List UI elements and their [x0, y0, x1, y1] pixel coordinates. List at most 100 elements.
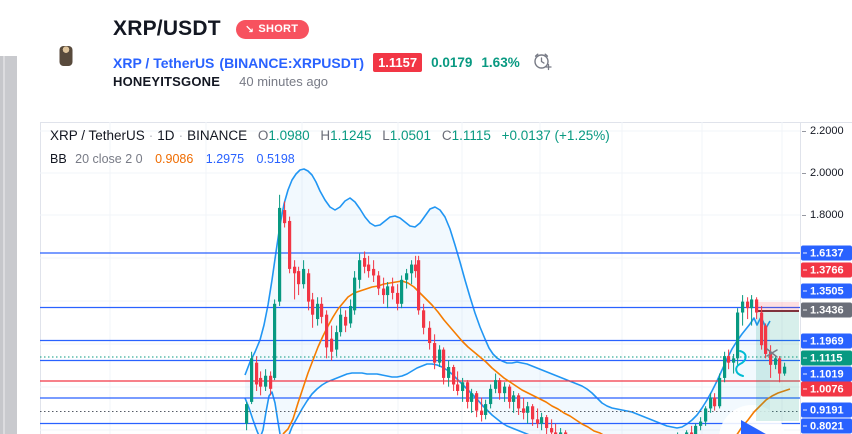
last-price-badge: 1.1157 — [373, 53, 423, 72]
candle-body — [264, 375, 268, 387]
bb-fill — [245, 169, 770, 434]
legend-open-label: O — [257, 128, 269, 143]
candle-body — [330, 338, 334, 352]
candle-body — [377, 275, 381, 289]
candle-body — [353, 277, 357, 311]
chart-legend-main: XRP / TetherUS · 1D · BINANCE O1.0980 H1.124… — [50, 128, 610, 143]
candle-body — [259, 377, 263, 387]
avatar-figure — [59, 46, 72, 66]
candle-body — [461, 382, 465, 391]
candle-body — [531, 406, 535, 420]
candle-body — [414, 264, 418, 272]
candle-body — [349, 305, 353, 324]
candle-body — [512, 395, 516, 402]
candle-body — [273, 303, 277, 378]
legend-low-label: L — [382, 128, 390, 143]
axis-price-badge: 1.3505 — [801, 283, 852, 299]
candle-body — [433, 343, 437, 363]
candle-body — [690, 432, 694, 434]
page-title[interactable]: XRP/USDT — [113, 17, 221, 40]
candle-body — [335, 332, 339, 350]
candle-body — [494, 380, 498, 389]
axis-price-badge: 1.1969 — [801, 333, 852, 349]
change-absolute: 0.0179 — [431, 55, 473, 70]
candle-body — [255, 362, 259, 385]
candle-body — [736, 312, 740, 359]
candle-body — [554, 432, 558, 434]
candle-body — [339, 314, 343, 333]
arrow-down-right-icon: ↘ — [244, 23, 255, 36]
candle-body — [694, 425, 698, 434]
candle-body — [442, 349, 446, 378]
change-percent: 1.63% — [481, 55, 520, 70]
axis-separator — [800, 122, 801, 434]
cyan-squiggle-drawing — [735, 350, 747, 377]
page-scrollbar[interactable] — [0, 56, 17, 434]
axis-price-badge: 1.3436 — [801, 302, 852, 318]
candle-body — [489, 388, 493, 405]
candle-body — [508, 386, 512, 402]
legend-change: +0.0137 (+1.25%) — [501, 128, 610, 143]
candle-body — [269, 375, 273, 389]
candle-body — [750, 299, 754, 309]
candle-body — [526, 406, 530, 413]
candle-body — [746, 301, 750, 309]
legend-high-label: H — [320, 128, 331, 143]
play-button-circle — [719, 405, 785, 434]
exchange-symbol-link[interactable]: (BINANCE:XRPUSDT) — [219, 54, 365, 71]
add-alert-button[interactable] — [531, 50, 553, 75]
candle-body — [517, 395, 521, 409]
candle-body — [522, 408, 526, 413]
candle-body — [320, 303, 324, 317]
symbol-row: XRP / TetherUS (BINANCE:XRPUSDT) 1.1157 … — [113, 50, 553, 75]
candle-body — [302, 268, 306, 285]
candle-body — [774, 358, 778, 365]
chart-left-border — [40, 122, 41, 434]
bb-indicator-name[interactable]: BB — [50, 152, 67, 166]
candle-body — [363, 258, 367, 267]
candle-body — [325, 314, 329, 348]
chart-legend-bb: BB 20 close 2 0 0.9086 1.2975 0.5198 — [50, 152, 295, 166]
legend-interval[interactable]: 1D — [157, 128, 175, 143]
candle-body — [452, 367, 456, 385]
candle-body — [316, 303, 320, 320]
candle-body — [396, 292, 400, 304]
axis-price-badge: 1.1019 — [801, 366, 852, 382]
axis-label: 2.2000 — [802, 125, 844, 137]
candle-body — [727, 356, 731, 363]
legend-close-label: C — [441, 128, 452, 143]
legend-symbol[interactable]: XRP / TetherUS — [50, 128, 145, 143]
candle-body — [307, 273, 311, 302]
candle-body — [311, 299, 315, 315]
meta-row: HONEYITSGONE 40 minutes ago — [113, 74, 328, 89]
candle-body — [344, 316, 348, 326]
candle-body — [475, 393, 479, 411]
publish-time: 40 minutes ago — [239, 74, 329, 89]
chart-svg[interactable] — [40, 122, 800, 434]
bb-lower-line — [244, 363, 530, 434]
symbol-link[interactable]: XRP / TetherUS — [113, 54, 215, 71]
candle-body — [447, 367, 451, 378]
candle-body — [559, 432, 563, 434]
axis-price-badge: 1.3766 — [801, 262, 852, 278]
candle-body — [718, 377, 722, 407]
candle-body — [783, 366, 787, 374]
chart-top-border — [40, 122, 852, 123]
candle-body — [293, 266, 297, 274]
candle-body — [391, 286, 395, 293]
price-axis[interactable]: 2.2000 2.0000 1.8000 1.6137 1.3766 1.3505 1.34… — [800, 122, 852, 434]
bb-lower-value: 0.5198 — [256, 152, 295, 166]
position-stop-box — [756, 302, 799, 311]
candle-body — [685, 432, 689, 434]
candle-body — [564, 432, 568, 434]
candle-body — [540, 417, 544, 424]
candle-body — [699, 421, 703, 426]
avatar[interactable] — [33, 17, 98, 92]
author-name[interactable]: HONEYITSGONE — [113, 74, 221, 89]
play-icon[interactable] — [741, 420, 773, 434]
candle-body — [428, 327, 432, 344]
candle-body — [456, 384, 460, 391]
candle-body — [250, 358, 254, 402]
candle-body — [764, 325, 768, 354]
